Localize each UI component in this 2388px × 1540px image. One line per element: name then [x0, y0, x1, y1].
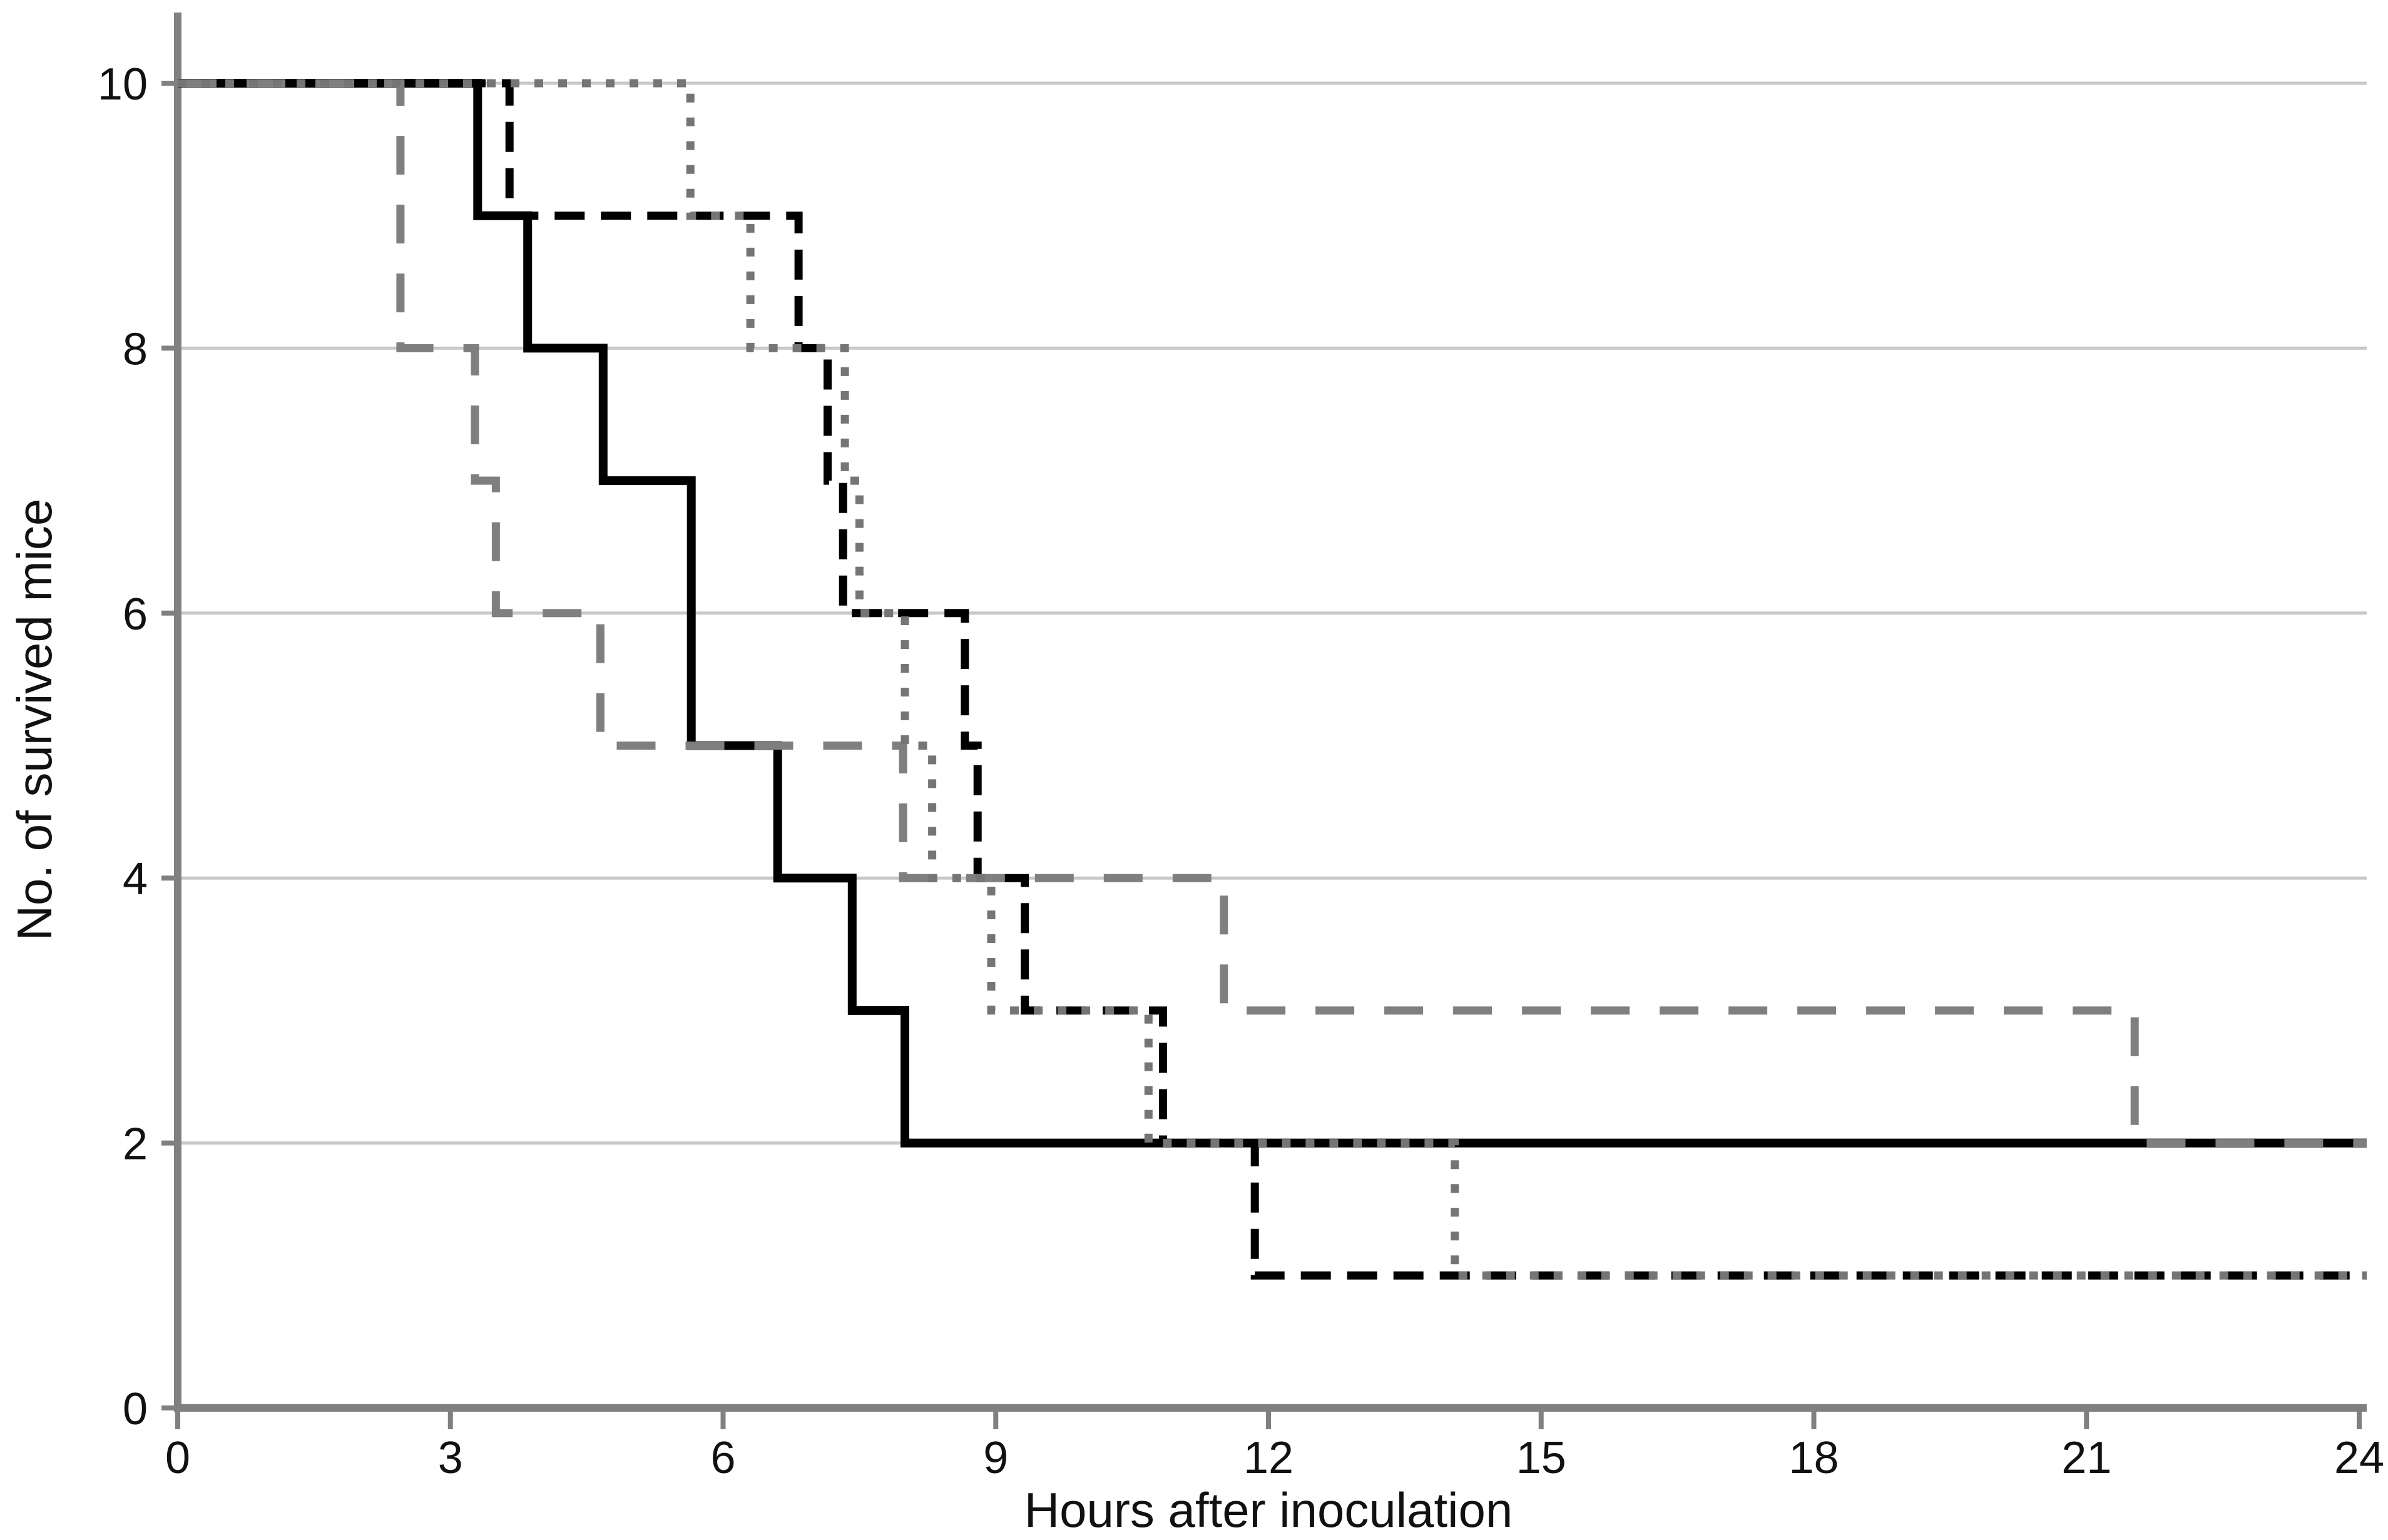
y-tick-label-10: 10: [98, 59, 148, 110]
axes: [174, 13, 2367, 1412]
x-tick-label-9: 9: [983, 1433, 1008, 1483]
x-tick-label-3: 3: [438, 1433, 463, 1483]
x-tick-label-15: 15: [1516, 1433, 1566, 1483]
x-tick-label-24: 24: [2334, 1433, 2384, 1483]
curve-black-dashed-group: [178, 79, 2367, 1280]
y-tick-label-0: 0: [123, 1384, 148, 1434]
y-axis-title: No. of survived mice: [7, 499, 62, 941]
x-tick-label-0: 0: [165, 1433, 190, 1483]
y-axis-ticks: [161, 81, 178, 1410]
curve-gray-dotted-group: [178, 79, 2367, 1280]
x-axis-tick-labels: 0 3 6 9 12 15 18 21 24: [165, 1433, 2384, 1483]
survival-curves: [178, 79, 2367, 1280]
x-tick-label-21: 21: [2061, 1433, 2111, 1483]
x-tick-label-18: 18: [1788, 1433, 1839, 1483]
x-axis-title: Hours after inoculation: [1024, 1482, 1513, 1537]
y-tick-label-6: 6: [123, 589, 148, 640]
curve-solid-black-group: [178, 79, 2367, 1148]
x-tick-label-12: 12: [1243, 1433, 1294, 1483]
y-tick-label-8: 8: [123, 324, 148, 374]
curve-gray-long-dashed-group: [178, 79, 2367, 1148]
x-tick-label-6: 6: [710, 1433, 735, 1483]
y-axis-tick-labels: 0 2 4 6 8 10: [98, 59, 148, 1434]
x-axis-ticks: [175, 1408, 2362, 1429]
y-tick-label-4: 4: [123, 854, 148, 904]
y-tick-label-2: 2: [123, 1119, 148, 1170]
